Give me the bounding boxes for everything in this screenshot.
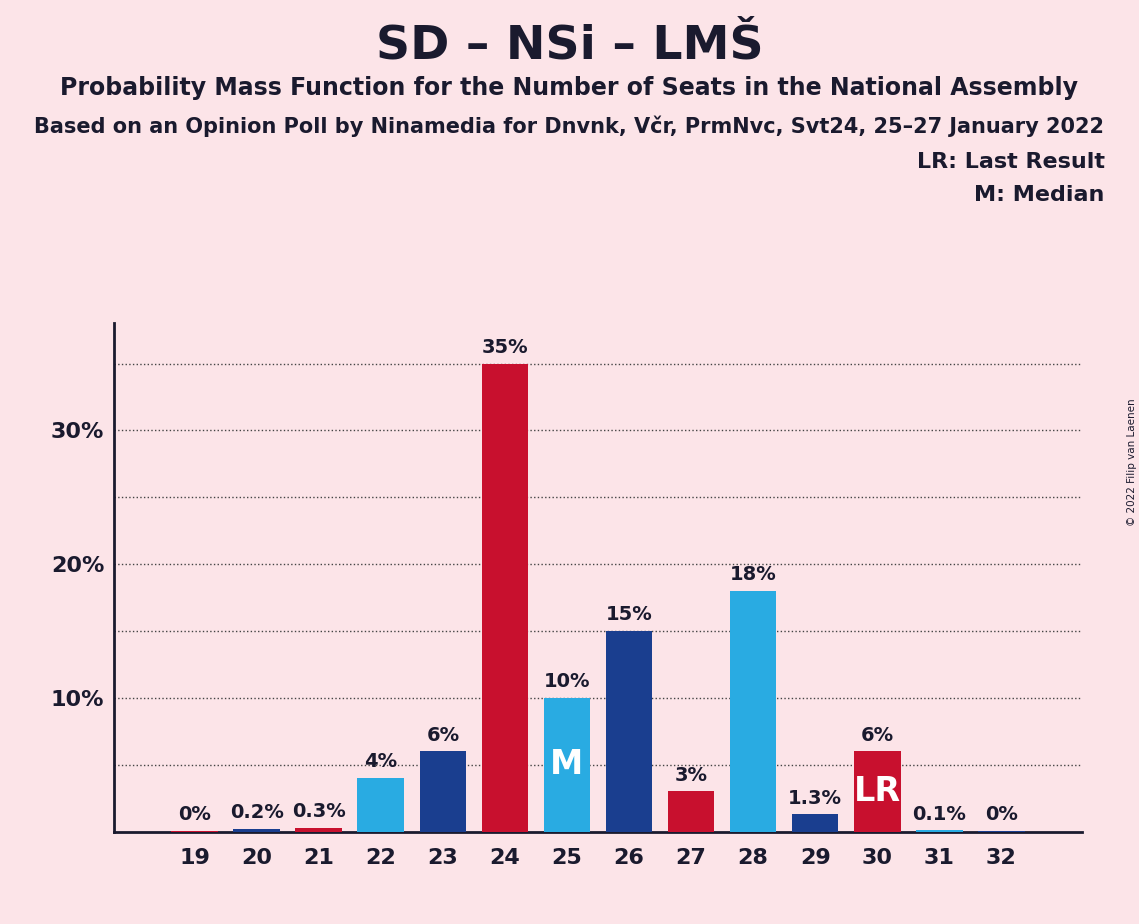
- Text: 35%: 35%: [482, 338, 528, 357]
- Bar: [358, 778, 404, 832]
- Bar: [792, 814, 838, 832]
- Bar: [419, 751, 466, 832]
- Text: 0.2%: 0.2%: [230, 803, 284, 822]
- Text: 0%: 0%: [985, 805, 1018, 824]
- Text: Based on an Opinion Poll by Ninamedia for Dnvnk, Včr, PrmNvc, Svt24, 25–27 Janua: Based on an Opinion Poll by Ninamedia fo…: [34, 116, 1105, 137]
- Text: LR: Last Result: LR: Last Result: [917, 152, 1105, 173]
- Text: 0%: 0%: [178, 805, 211, 824]
- Text: M: M: [550, 748, 583, 781]
- Text: SD – NSi – LMŠ: SD – NSi – LMŠ: [376, 23, 763, 68]
- Text: Probability Mass Function for the Number of Seats in the National Assembly: Probability Mass Function for the Number…: [60, 76, 1079, 100]
- Text: 10%: 10%: [543, 672, 590, 691]
- Text: 6%: 6%: [426, 725, 459, 745]
- Bar: [854, 751, 901, 832]
- Bar: [916, 831, 962, 832]
- Bar: [606, 631, 653, 832]
- Text: 0.3%: 0.3%: [292, 802, 345, 821]
- Text: 15%: 15%: [606, 605, 653, 625]
- Text: 3%: 3%: [674, 766, 707, 784]
- Text: 6%: 6%: [861, 725, 894, 745]
- Text: LR: LR: [854, 775, 901, 808]
- Text: 1.3%: 1.3%: [788, 788, 842, 808]
- Bar: [543, 698, 590, 832]
- Bar: [482, 363, 528, 832]
- Bar: [730, 590, 777, 832]
- Bar: [667, 792, 714, 832]
- Text: M: Median: M: Median: [975, 185, 1105, 205]
- Text: 0.1%: 0.1%: [912, 805, 966, 823]
- Text: 18%: 18%: [730, 565, 777, 584]
- Text: 4%: 4%: [364, 752, 398, 772]
- Bar: [295, 828, 342, 832]
- Text: © 2022 Filip van Laenen: © 2022 Filip van Laenen: [1126, 398, 1137, 526]
- Bar: [233, 829, 280, 832]
